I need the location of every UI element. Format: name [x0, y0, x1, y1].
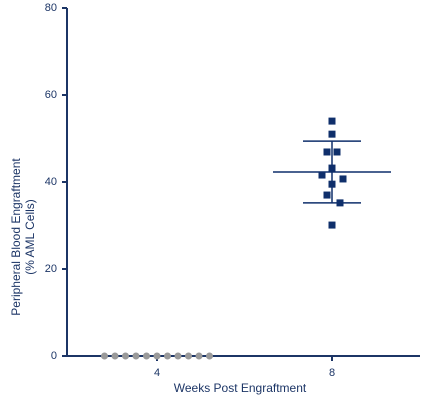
point: [328, 221, 336, 229]
point: [323, 191, 331, 199]
point: [174, 352, 182, 360]
point: [153, 352, 161, 360]
point: [122, 352, 129, 360]
point: [318, 171, 326, 179]
point: [185, 352, 192, 360]
point: [339, 175, 347, 183]
point: [328, 164, 336, 172]
point: [323, 148, 331, 156]
y-tick-label: 20: [45, 263, 57, 275]
x-tick-label: 4: [154, 367, 160, 379]
x-axis-title: Weeks Post Engraftment: [174, 381, 307, 395]
point: [328, 130, 336, 138]
y-tick-label: 40: [45, 176, 57, 188]
y-tick-label: 80: [45, 2, 57, 14]
x-tick-label: 8: [329, 367, 335, 379]
point: [101, 352, 108, 360]
y-tick-label: 60: [45, 89, 57, 101]
point: [206, 352, 213, 360]
point: [132, 352, 140, 360]
point: [143, 352, 150, 360]
point: [111, 352, 119, 360]
y-tick-label: 0: [51, 350, 57, 362]
y-axis-title: (% AML Cells): [23, 199, 37, 275]
point: [328, 117, 336, 125]
point: [336, 199, 344, 207]
point: [328, 180, 336, 188]
point: [164, 352, 171, 360]
point: [195, 352, 203, 360]
point: [333, 148, 341, 156]
y-axis-title: Peripheral Blood Engraftment: [9, 158, 23, 316]
